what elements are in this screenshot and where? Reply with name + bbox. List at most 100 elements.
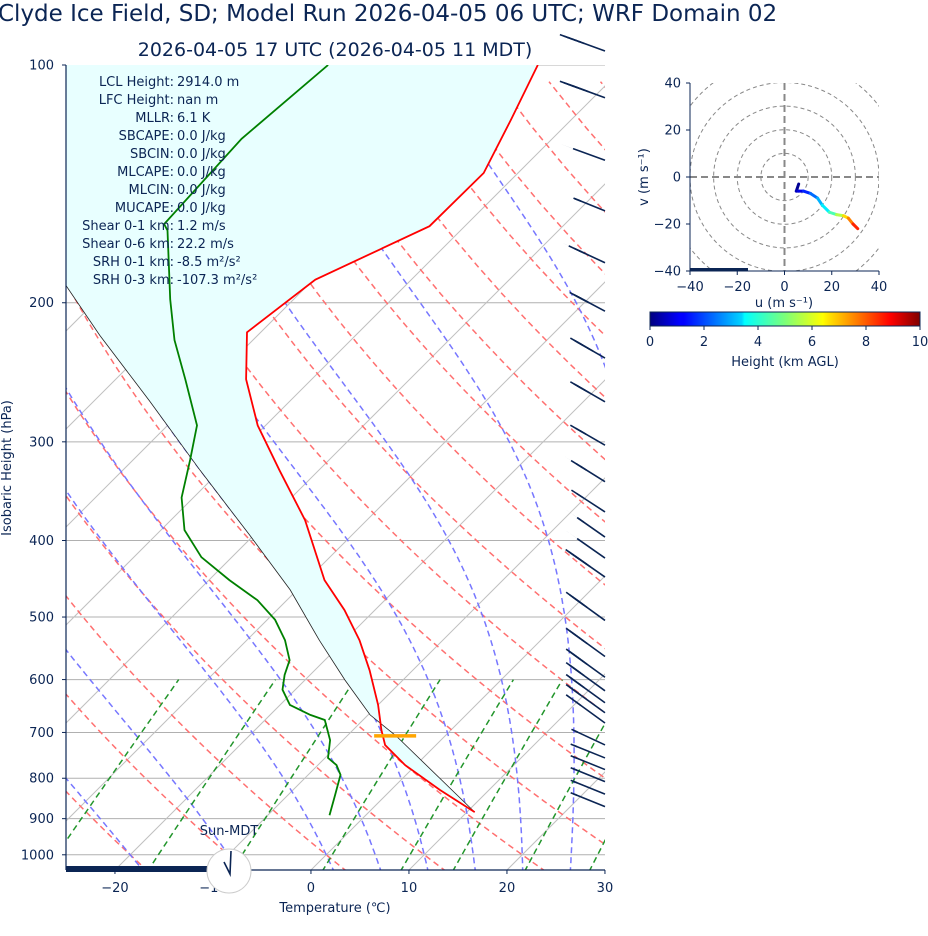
hodograph-x-label: u (m s⁻¹): [755, 296, 813, 311]
mixing-ratio-line: [452, 679, 564, 870]
wind-barb: [565, 591, 606, 622]
y-tick-label: 100: [29, 59, 54, 74]
dry-adiabat-line: [755, 82, 928, 872]
y-tick-label: 800: [29, 772, 54, 787]
colorbar-tick-label: 4: [754, 335, 762, 350]
dry-adiabat-line: [136, 81, 605, 650]
dry-adiabat-line: [66, 390, 545, 870]
wind-barb: [565, 509, 606, 538]
barb-full: [575, 598, 588, 609]
wind-barb: [571, 728, 606, 746]
skewt-background-lines: [66, 29, 928, 873]
wind-barb: [564, 485, 606, 513]
y-axis-label: Isobaric Height (hPa): [0, 400, 15, 536]
moist-adiabat-line: [763, 47, 928, 873]
colorbar-tick-label: 0: [646, 335, 654, 350]
dry-adiabat-line: [66, 790, 148, 870]
barb-half: [570, 779, 578, 784]
wind-barb: [563, 334, 606, 359]
x-tick-label: 30: [597, 881, 614, 896]
stat-label: LFC Height:: [99, 93, 174, 108]
barb-half: [570, 743, 578, 748]
barb-staff: [576, 537, 606, 559]
barb-staff: [577, 692, 606, 714]
wind-barb: [565, 683, 606, 714]
skewt-profiles: [66, 65, 539, 816]
isotherm-line: [310, 575, 605, 870]
dry-adiabat-line: [85, 81, 605, 714]
y-tick-label: 1000: [21, 848, 54, 863]
moist-adiabat-line: [714, 47, 846, 873]
wind-barb: [565, 673, 606, 704]
hodograph-segment: [851, 222, 860, 231]
hodograph-x-tick-label: 20: [823, 280, 840, 295]
hodograph-x-tick-label: 0: [780, 280, 788, 295]
stat-label: SRH 0-1 km:: [93, 255, 174, 270]
hodograph-x-tick-label: 40: [871, 280, 888, 295]
hodograph-y-tick-label: −20: [654, 218, 681, 233]
y-tick-label: 700: [29, 726, 54, 741]
hodograph-y-label: v (m s⁻¹): [637, 148, 652, 206]
barb-half: [574, 700, 582, 707]
moist-adiabat-line: [66, 386, 382, 870]
wind-barb: [564, 456, 606, 483]
isotherm-line: [408, 673, 605, 870]
dry-adiabat-line: [66, 594, 347, 870]
barb-half: [578, 249, 586, 255]
y-tick-label: 400: [29, 534, 54, 549]
hodograph-segment: [820, 203, 831, 214]
height-colorbar: Height (km AGL) 0 2 4 6 8 10: [646, 311, 928, 370]
stat-label: LCL Height:: [99, 75, 174, 90]
x-tick-label: 20: [499, 881, 516, 896]
barb-full: [576, 385, 590, 394]
barb-half: [581, 88, 589, 93]
figure-title: Clyde Ice Field, SD; Model Run 2026-04-0…: [0, 1, 777, 27]
isotherm-line: [114, 379, 605, 870]
dewpoint-line: [163, 65, 342, 816]
x-tick-label: −20: [101, 881, 128, 896]
x-tick-label: 10: [401, 881, 418, 896]
wind-barb: [562, 288, 606, 312]
moist-adiabat-line: [811, 47, 928, 873]
dry-adiabat-line: [66, 693, 248, 870]
mixing-ratio-line: [589, 838, 605, 870]
wind-barb: [565, 648, 606, 678]
moist-adiabat-line: [66, 777, 144, 870]
barb-half: [577, 682, 585, 689]
mixing-ratio-line: [147, 679, 277, 870]
isotherm-line: [702, 29, 928, 872]
stat-value: 0.0 J/kg: [177, 129, 226, 144]
isotherm-line: [506, 771, 605, 870]
stat-label: Shear 0-1 km:: [82, 219, 174, 234]
dry-adiabat-line: [445, 81, 605, 275]
barb-staff: [573, 768, 606, 783]
wind-barbs: [559, 33, 606, 808]
y-tick-label: 200: [29, 296, 54, 311]
dry-adiabat-line: [290, 81, 605, 461]
x-tick-label: 0: [307, 881, 315, 896]
barb-half: [584, 562, 591, 568]
hodograph-y-tick-label: 40: [664, 77, 681, 92]
dry-adiabat-line: [66, 280, 605, 846]
dry-adiabat-line: [703, 82, 928, 872]
barb-half: [570, 754, 578, 760]
wind-barb: [559, 33, 606, 52]
wind-barb: [570, 743, 606, 759]
barb-half: [586, 346, 594, 352]
barb-staff: [573, 756, 606, 771]
stat-value: nan m: [177, 93, 218, 108]
daylight-label: Sun-MDT: [200, 824, 259, 839]
mixing-ratio-line: [66, 679, 180, 843]
wind-barb: [563, 421, 606, 446]
chart-subtitle: 2026-04-05 17 UTC (2026-04-05 11 MDT): [138, 39, 533, 61]
barb-pennant: [565, 530, 583, 542]
barb-half: [581, 659, 588, 665]
dry-adiabat-line: [496, 81, 605, 213]
dry-adiabat-line: [806, 82, 928, 872]
clock-hands-icon: [223, 850, 232, 878]
isotherm-line: [212, 477, 605, 870]
moist-adiabat-line: [153, 65, 524, 870]
moist-adiabat-line: [66, 648, 240, 870]
